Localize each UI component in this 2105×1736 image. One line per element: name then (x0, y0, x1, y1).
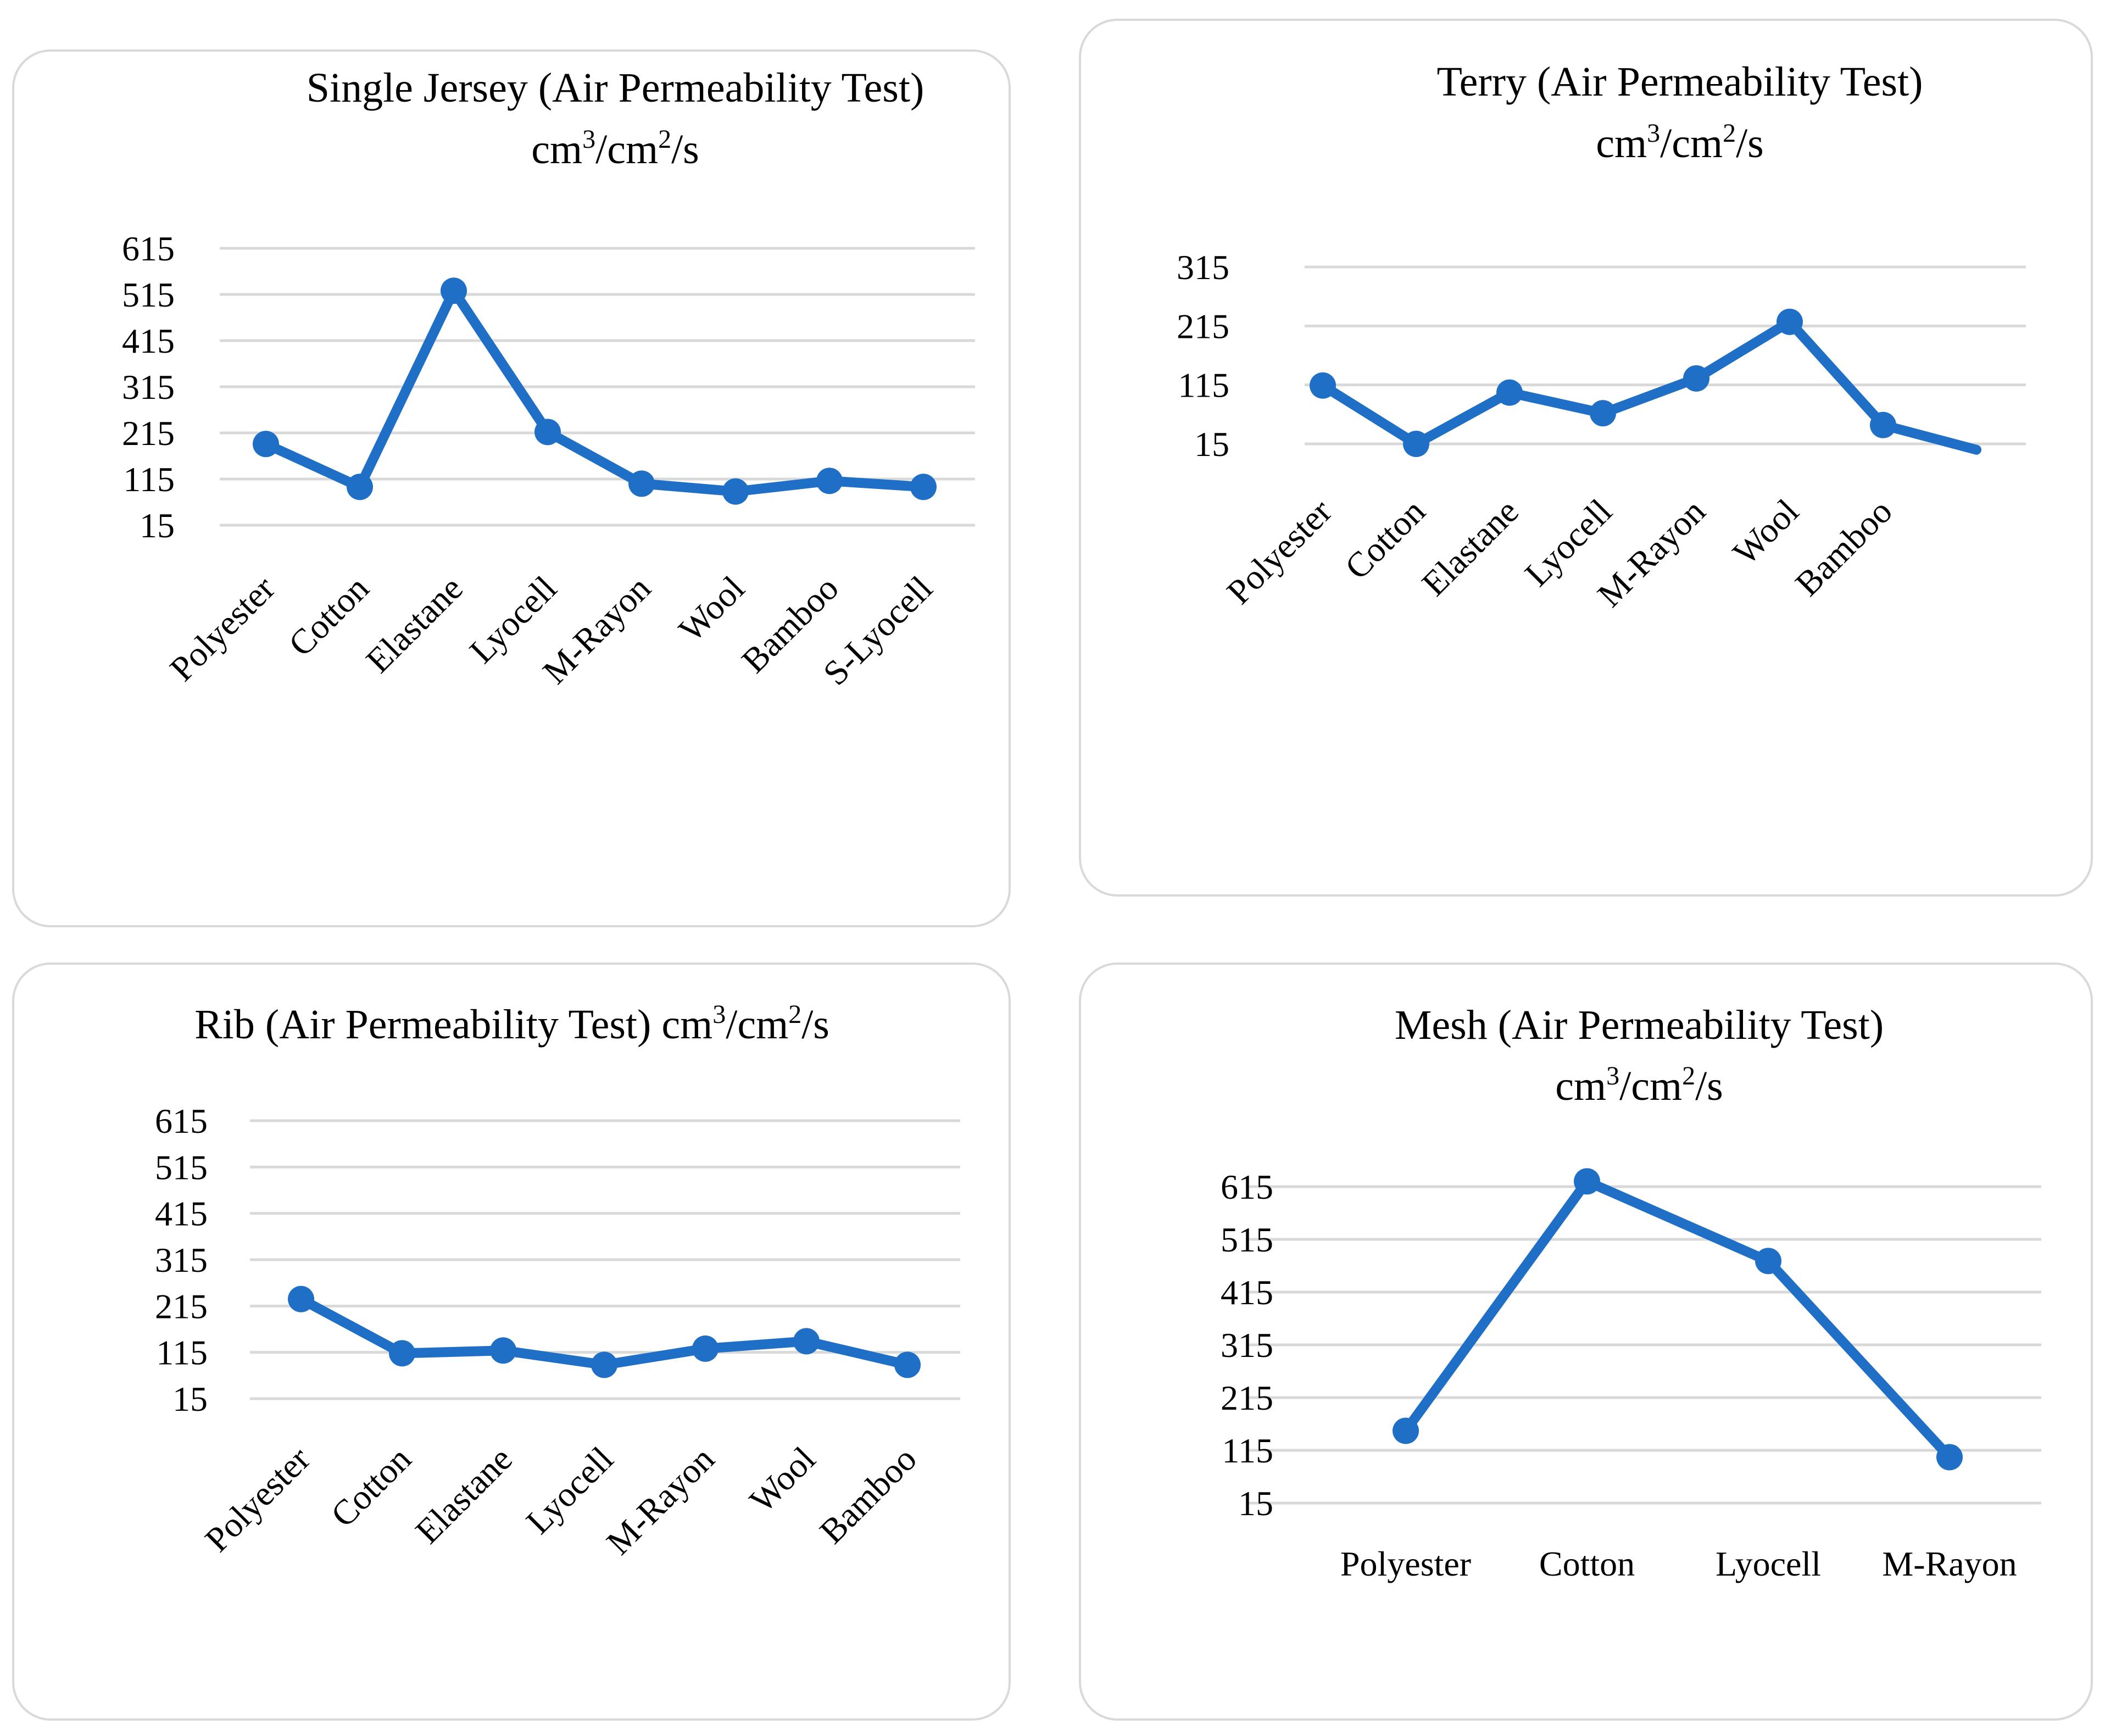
terry-data-point-M-Rayon (1683, 365, 1709, 392)
rib-x-tick-label: Elastane (408, 1439, 519, 1551)
single_jersey-y-tick-label: 415 (122, 321, 175, 360)
mesh-data-point-M-Rayon (1936, 1444, 1963, 1471)
mesh-x-tick-label: Lyocell (1716, 1544, 1821, 1583)
mesh-y-tick-label: 115 (1222, 1431, 1273, 1470)
rib-data-point-Wool (793, 1328, 820, 1355)
terry-data-point-Elastane (1496, 379, 1523, 406)
single_jersey-y-tick-label: 515 (122, 275, 175, 314)
single_jersey-data-point-S-Lyocell (910, 474, 937, 500)
single_jersey-chart-title-line-2: cm3​/cm2​/s (531, 125, 699, 173)
mesh-y-tick-label: 615 (1221, 1167, 1273, 1206)
terry-data-point-Bamboo (1870, 411, 1896, 438)
single_jersey-data-point-Wool (722, 478, 749, 505)
terry-y-tick-label: 315 (1177, 248, 1229, 287)
single_jersey-data-point-Polyester (253, 431, 279, 458)
rib-data-point-M-Rayon (692, 1335, 719, 1362)
single_jersey-data-point-M-Rayon (628, 470, 655, 497)
mesh-chart-title-line-1: Mesh (Air Permeability Test) (1395, 1002, 1884, 1048)
rib-x-tick-label: Polyester (197, 1439, 318, 1560)
single_jersey-y-tick-label: 15 (140, 506, 175, 545)
single_jersey-chart-title-line-1: Single Jersey (Air Permeability Test) (307, 65, 925, 111)
rib-chart-title-line-1: Rib (Air Permeability Test) cm3​/cm2​/s (194, 1000, 829, 1048)
terry-chart-title-line-2: cm3​/cm2​/s (1596, 119, 1764, 166)
single_jersey-y-tick-label: 315 (122, 368, 175, 407)
single_jersey-x-tick-label: Polyester (162, 569, 282, 689)
terry-data-point-Cotton (1403, 431, 1429, 457)
mesh-y-tick-label: 215 (1221, 1378, 1273, 1417)
rib-y-tick-label: 615 (155, 1101, 208, 1140)
rib-data-point-Lyocell (591, 1351, 617, 1378)
mesh-data-point-Cotton (1574, 1168, 1600, 1195)
mesh-x-tick-label: Polyester (1340, 1544, 1471, 1583)
terry-data-point-Lyocell (1590, 400, 1616, 427)
rib-x-tick-label: Lyocell (519, 1439, 621, 1542)
rib-y-tick-label: 315 (155, 1240, 208, 1279)
rib-data-point-Cotton (389, 1340, 415, 1367)
mesh-data-point-Lyocell (1755, 1248, 1781, 1275)
single_jersey-y-tick-label: 215 (122, 414, 175, 453)
mesh-series-line (1401, 1176, 1954, 1462)
rib-x-tick-label: M-Rayon (599, 1439, 722, 1562)
terry-chart-title-line-1: Terry (Air Permeability Test) (1437, 59, 1923, 105)
terry-x-tick-label: Elastane (1414, 492, 1525, 603)
mesh-data-point-Polyester (1393, 1417, 1419, 1444)
rib-y-tick-label: 415 (155, 1194, 208, 1233)
terry-x-tick-label: Wool (1725, 492, 1806, 572)
chart-panel-single-jersey (12, 49, 1011, 927)
single_jersey-data-point-Bamboo (816, 468, 843, 494)
mesh-x-tick-label: Cotton (1539, 1544, 1635, 1583)
terry-y-tick-label: 15 (1194, 425, 1229, 464)
terry-series-line (1318, 316, 1981, 455)
terry-y-tick-label: 115 (1178, 366, 1229, 405)
single_jersey-series-line (261, 286, 928, 497)
chart-panel-terry (1079, 19, 2093, 897)
single_jersey-data-point-Elastane (441, 277, 467, 304)
terry-y-tick-label: 215 (1177, 307, 1229, 346)
single_jersey-data-point-Lyocell (534, 419, 561, 446)
rib-y-tick-label: 515 (155, 1148, 208, 1187)
rib-data-point-Polyester (288, 1286, 314, 1312)
terry-x-tick-label: Bamboo (1787, 492, 1900, 604)
rib-x-tick-label: Wool (742, 1439, 823, 1520)
mesh-y-tick-label: 315 (1221, 1326, 1273, 1365)
single_jersey-y-tick-label: 615 (122, 229, 175, 268)
rib-data-point-Bamboo (894, 1351, 921, 1378)
mesh-y-tick-label: 415 (1221, 1273, 1273, 1312)
single_jersey-data-point-Cotton (347, 474, 373, 500)
single_jersey-y-tick-label: 115 (123, 460, 175, 499)
terry-data-point-Polyester (1310, 372, 1336, 399)
mesh-y-tick-label: 515 (1221, 1220, 1273, 1259)
single_jersey-x-tick-label: Elastane (358, 569, 470, 680)
mesh-x-tick-label: M-Rayon (1882, 1544, 2017, 1583)
rib-data-point-Elastane (490, 1337, 516, 1364)
rib-y-tick-label: 115 (156, 1333, 208, 1372)
mesh-chart-title-line-2: cm3​/cm2​/s (1555, 1061, 1723, 1109)
rib-y-tick-label: 215 (155, 1287, 208, 1326)
rib-x-tick-label: Bamboo (812, 1439, 924, 1551)
mesh-y-tick-label: 15 (1238, 1484, 1273, 1523)
rib-x-tick-label: Cotton (323, 1439, 418, 1534)
chart-panel-mesh (1079, 962, 2093, 1721)
rib-y-tick-label: 15 (172, 1379, 208, 1418)
terry-x-tick-label: Polyester (1219, 492, 1339, 612)
terry-data-point-Wool (1777, 308, 1803, 335)
single_jersey-x-tick-label: Wool (671, 569, 752, 649)
